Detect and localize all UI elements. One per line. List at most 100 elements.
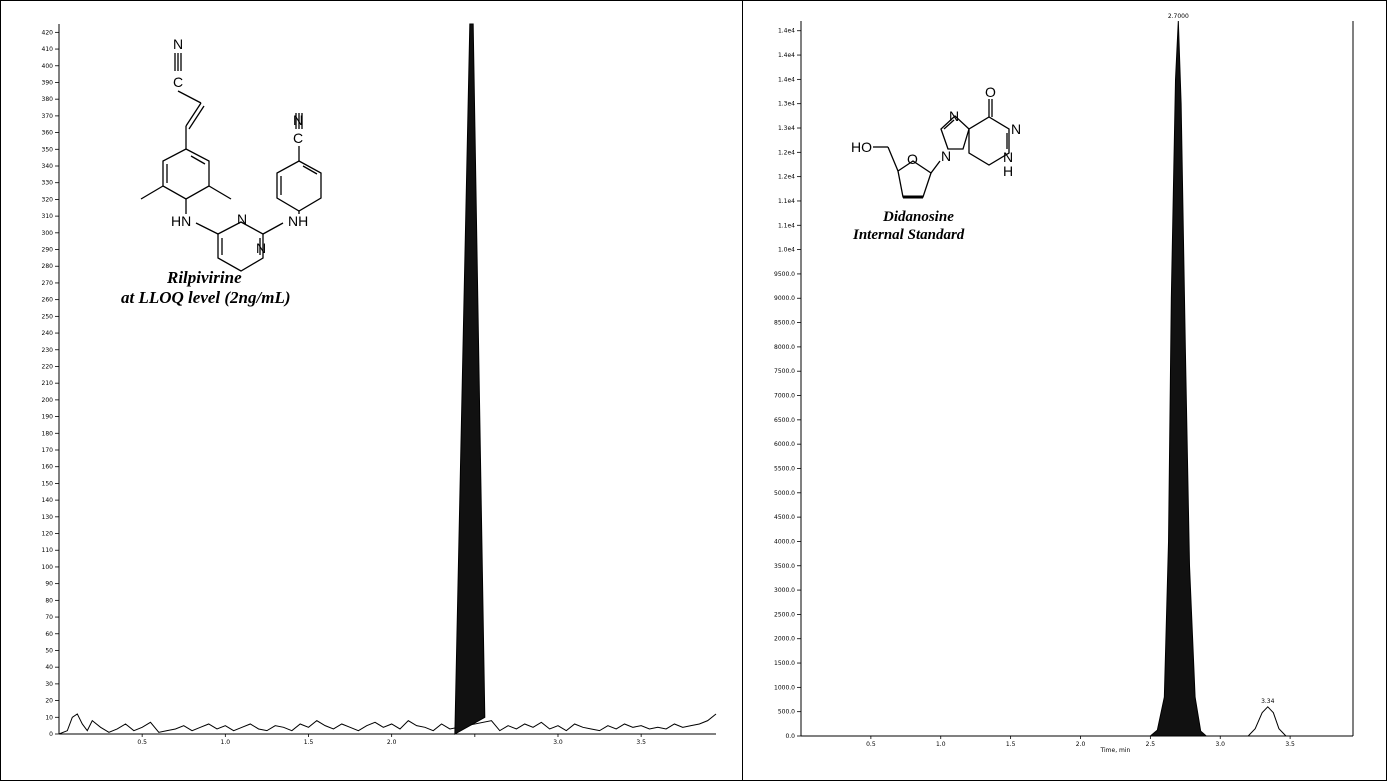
y-tick-label: 200 [42,397,54,404]
y-tick-label: 8000.0 [774,344,795,351]
y-tick-label: 300 [42,230,54,237]
atom-nh: NH [288,213,308,229]
y-tick-label: 4000.0 [774,538,795,545]
y-tick-label: 330 [42,180,54,187]
internal-standard-caption: Internal Standard [852,227,965,243]
y-tick-label: 3000.0 [774,587,795,594]
peak-label: 2.7000 [1168,13,1189,20]
y-tick-label: 190 [42,414,54,421]
atom-ring-n2: N [256,240,266,256]
y-tick-label: 1.4e4 [778,52,795,59]
y-tick-label: 7000.0 [774,393,795,400]
y-tick-label: 1.2e4 [778,174,795,181]
atom-ring-n1: N [237,211,247,227]
y-tick-label: 1.4e4 [778,76,795,83]
y-tick-label: 0 [49,731,53,738]
right-chromatogram-panel: 0.0 500.0 1000.0 1500.0 2000.0 2500.0 3000.0 35… [742,0,1387,781]
y-tick-label: 140 [42,497,54,504]
baseline-trace [58,713,717,735]
y-tick-label: 250 [42,313,54,320]
y-tick-label: 1.3e4 [778,101,795,108]
y-tick-label: 6500.0 [774,417,795,424]
secondary-peak-label: 3.34 [1261,698,1275,705]
y-tick-label: 1.2e4 [778,149,795,156]
x-tick-label: 2.0 [1076,741,1086,748]
y-tick-label: 260 [42,297,54,304]
y-tick-label: 3500.0 [774,563,795,570]
x-tick-label: 1.5 [1006,741,1016,748]
y-tick-label: 7500.0 [774,368,795,375]
y-tick-label: 100 [42,564,54,571]
y-tick-label: 1.0e4 [778,247,795,254]
y-tick-label: 80 [45,597,53,604]
y-tick-label: 340 [42,163,54,170]
x-tick-label: 3.0 [553,739,563,746]
y-tick-label: 2000.0 [774,636,795,643]
atom-o6: O [985,84,996,100]
y-tick-label: 290 [42,247,54,254]
y-tick-label: 40 [45,664,53,671]
didanosine-structure-diagram [873,99,1010,199]
y-tick-label: 310 [42,213,54,220]
y-tick-label: 420 [42,29,54,36]
y-tick-label: 110 [42,547,54,554]
y-tick-label: 50 [45,647,53,654]
atom-c: C [173,74,183,90]
x-axis-label: Time, min [1100,747,1131,754]
y-tick-label: 270 [42,280,54,287]
y-tick-label: 360 [42,130,54,137]
y-tick-label: 1.1e4 [778,198,795,205]
lloq-caption: at LLOQ level (2ng/mL) [121,288,291,307]
x-tick-label: 2.5 [1146,741,1156,748]
x-tick-label: 2.0 [387,739,397,746]
left-plot [58,23,717,735]
rilpivirine-structure-diagram [140,53,322,272]
x-tick-label: 1.0 [936,741,946,748]
didanosine-chromatogram: 0.0 500.0 1000.0 1500.0 2000.0 2500.0 3000.0 35… [774,13,1354,754]
right-axes: 0.0 500.0 1000.0 1500.0 2000.0 2500.0 3000.0 35… [774,21,1354,754]
atom-n3: N [1003,149,1013,165]
x-tick-label: 3.5 [1285,741,1295,748]
x-tick-label: 0.5 [866,741,876,748]
y-tick-label: 410 [42,46,54,53]
y-tick-label: 5500.0 [774,465,795,472]
y-tick-label: 8500.0 [774,320,795,327]
y-tick-label: 370 [42,113,54,120]
x-tick-label: 0.5 [137,739,147,746]
atom-n9: N [941,148,951,164]
y-tick-label: 220 [42,363,54,370]
y-tick-label: 6000.0 [774,441,795,448]
y-tick-label: 1.3e4 [778,125,795,132]
y-tick-label: 350 [42,146,54,153]
y-tick-label: 210 [42,380,54,387]
x-tick-label: 1.0 [221,739,231,746]
atom-n: N [173,36,183,52]
didanosine-atom-labels: HO O N N O N N H [851,84,1021,179]
y-tick-label: 160 [42,464,54,471]
y-tick-label: 280 [42,263,54,270]
y-tick-label: 240 [42,330,54,337]
atom-n1: N [1011,121,1021,137]
y-tick-label: 1.1e4 [778,222,795,229]
y-tick-label: 9500.0 [774,271,795,278]
right-plot: 2.7000 3.34 [1148,13,1287,737]
y-tick-label: 2500.0 [774,611,795,618]
atom-hn: HN [171,213,191,229]
x-tick-label: 1.5 [304,739,314,746]
rilpivirine-chromatogram: 0 10 20 30 40 50 60 70 80 90 100 110 120 130 140 150 160… [42,23,717,746]
y-tick-label: 20 [45,698,53,705]
y-tick-label: 4500.0 [774,514,795,521]
y-tick-label: 60 [45,631,53,638]
x-tick-label: 3.0 [1215,741,1225,748]
y-tick-label: 380 [42,96,54,103]
y-tick-label: 1000.0 [774,684,795,691]
y-tick-label: 170 [42,447,54,454]
left-chromatogram-panel: 0 10 20 30 40 50 60 70 80 90 100 110 120 130 140 150 160… [0,0,743,781]
atom-h: H [1003,163,1013,179]
y-tick-label: 5000.0 [774,490,795,497]
y-tick-label: 0.0 [785,733,795,740]
atom-ho: HO [851,139,872,155]
y-tick-label: 320 [42,196,54,203]
y-tick-label: 9000.0 [774,295,795,302]
y-tick-label: 30 [45,681,53,688]
